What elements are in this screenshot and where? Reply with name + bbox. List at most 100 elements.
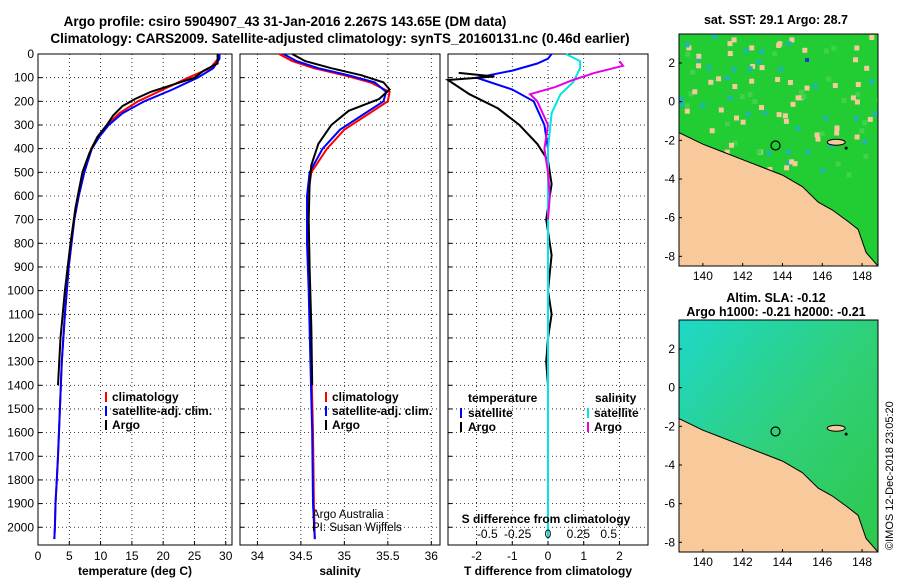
sst-cell (832, 83, 838, 88)
x-tick-label: 144 (772, 269, 792, 283)
y-tick-label: -4 (664, 172, 675, 186)
x-tick-label: 146 (812, 269, 832, 283)
sst-cell (854, 99, 860, 105)
salinity-panel: 34 34.5 35 35.5 36 salinity climatologysatelli… (239, 53, 441, 578)
sst-cell (805, 149, 811, 155)
x-tick-label: -1 (507, 549, 518, 563)
y-tick-label: 1200 (7, 331, 34, 345)
sst-cell (776, 112, 782, 118)
sst-cell (724, 121, 730, 127)
x-tick-label: 0 (35, 549, 42, 563)
x-tick-label: 36 (425, 549, 439, 563)
sst-cell (732, 140, 738, 146)
x-tick-label: -2 (471, 549, 482, 563)
y-tick-label: 1000 (7, 284, 34, 298)
sst-cell (752, 99, 758, 104)
y-tick-label: 1800 (7, 473, 34, 487)
sst-cell (686, 45, 692, 51)
sst-cell (805, 58, 809, 62)
y-tick-label: 1500 (7, 402, 34, 416)
difference-panel: -2 -1 0 1 2T difference from climatology temp… (445, 53, 649, 578)
sst-cell (835, 161, 841, 167)
x-tick-label: 142 (733, 269, 753, 283)
series-line-argo (291, 53, 391, 386)
sla-map-subtitle: Argo h1000: -0.21 h2000: -0.21 (686, 305, 865, 319)
x-tick-label: 140 (693, 555, 713, 569)
sst-cell (734, 115, 739, 121)
sst-cell (679, 101, 684, 107)
sst-cell (759, 105, 764, 110)
y-tick-label: -4 (664, 458, 675, 472)
land-mass (679, 418, 878, 552)
y-tick-label: 200 (14, 94, 34, 108)
sst-cell (731, 66, 737, 72)
y-tick-label: 0 (668, 95, 675, 109)
y-tick-label: 400 (14, 142, 34, 156)
x-tick-label: 35 (338, 549, 352, 563)
sst-cell (820, 167, 826, 173)
legend-label: Argo (332, 418, 360, 432)
sst-cell (863, 153, 869, 159)
sst-cell (864, 65, 870, 71)
sst-cell (812, 83, 818, 89)
x-tick-label: 34.5 (289, 549, 313, 563)
sst-map: 140 142 144 146 148 2 0 -2 -4 -6 -8 (664, 33, 879, 283)
sst-cell (739, 94, 745, 100)
sst-cell (727, 51, 733, 56)
legend-label: climatology (112, 390, 179, 404)
sst-cell (789, 159, 795, 165)
y-tick-label: 1300 (7, 355, 34, 369)
x-axis-label: temperature (deg C) (78, 564, 192, 578)
x-axis-label: salinity (319, 564, 361, 578)
x-tick-label: 142 (733, 555, 753, 569)
sst-cell (727, 41, 733, 47)
sst-cell (869, 79, 875, 85)
sst-cell (850, 95, 856, 101)
y-tick-label: 1600 (7, 426, 34, 440)
y-tick-label: 100 (14, 71, 34, 85)
legend-label: satellite-adj. clim. (332, 404, 432, 418)
sst-cell (747, 92, 753, 98)
annotation-label: PI: Susan Wijffels (312, 522, 402, 534)
sst-cell (759, 49, 765, 55)
secondary-tick-label: 0.5 (600, 527, 617, 541)
header-line-2: Climatology: CARS2009. Satellite-adjuste… (50, 31, 629, 46)
y-tick-label: 2 (668, 342, 675, 356)
sst-cell (790, 101, 796, 107)
sst-cell (709, 128, 715, 134)
x-tick-label: 34 (251, 549, 265, 563)
legend-title: salinity (595, 391, 637, 405)
legend-label: Argo (112, 418, 140, 432)
sst-cell (767, 167, 773, 172)
y-tick-label: 0 (668, 381, 675, 395)
y-tick-label: 2000 (7, 520, 34, 534)
sst-cell (778, 66, 784, 72)
x-tick-label: 140 (693, 269, 713, 283)
secondary-tick-label: 0.25 (567, 527, 591, 541)
y-tick-label: 700 (14, 213, 34, 227)
sst-cell (688, 91, 694, 97)
sst-cell (801, 94, 807, 100)
map-frame (678, 319, 879, 553)
sst-cell (862, 120, 868, 126)
y-tick-label: 2 (668, 56, 675, 70)
series-line-argo (57, 54, 219, 386)
series-line-satellite-adj-clim- (283, 53, 388, 540)
x-tick-label: 148 (852, 555, 872, 569)
sst-cell (854, 45, 860, 51)
sst-cell (762, 110, 768, 116)
secondary-tick-label: 0 (545, 527, 552, 541)
sst-cell (749, 78, 755, 84)
sst-cell (802, 47, 808, 53)
y-tick-label: 900 (14, 260, 34, 274)
island (844, 432, 848, 436)
y-tick-label: -8 (664, 249, 675, 263)
sla-map-title: Altim. SLA: -0.12 (726, 291, 825, 305)
y-tick-label: -6 (664, 497, 675, 511)
x-axis-label: T difference from climatology (464, 564, 632, 578)
island (826, 424, 846, 432)
legend-label: Argo (594, 420, 622, 434)
sst-cell (706, 65, 712, 71)
sst-cell (695, 56, 701, 62)
